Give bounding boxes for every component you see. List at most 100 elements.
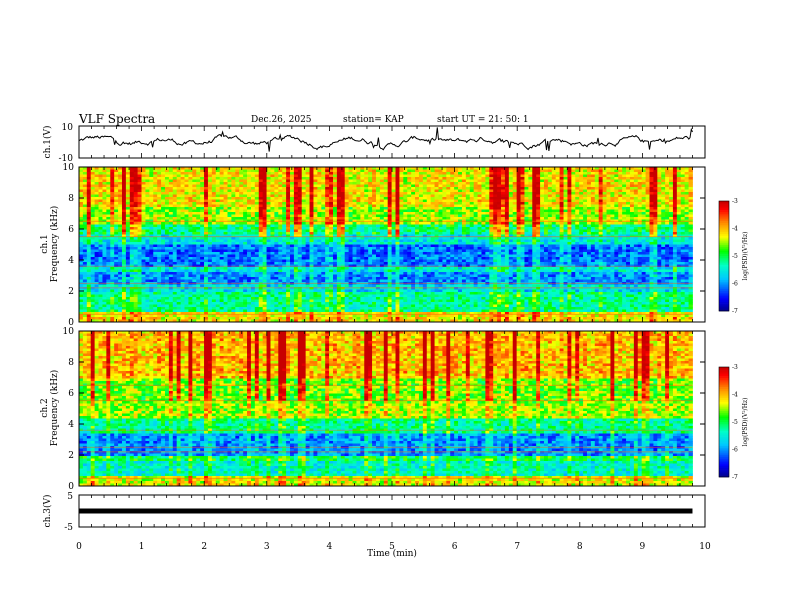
- spectrogram-cell: [469, 169, 475, 173]
- spectrogram-cell: [368, 232, 373, 235]
- spectrogram-cell: [469, 227, 475, 230]
- spectrogram-cell: [86, 204, 92, 208]
- spectrogram-cell: [297, 197, 303, 200]
- spectrogram-cell: [168, 234, 174, 238]
- spectrogram-cell: [286, 229, 291, 233]
- spectrogram-cell: [180, 234, 185, 238]
- spectrogram-cell: [493, 244, 498, 248]
- spectrogram-cell: [325, 169, 330, 173]
- spectrogram-cell: [407, 202, 412, 205]
- spectrogram-cell: [657, 179, 662, 183]
- spectrogram-cell: [602, 197, 607, 200]
- spectrogram-cell: [579, 202, 584, 205]
- spectrogram-cell: [676, 199, 682, 203]
- spectrogram-cell: [164, 244, 170, 248]
- spectrogram-cell: [184, 239, 189, 243]
- spectrogram-cell: [426, 174, 432, 178]
- spectrogram-cell: [618, 237, 623, 240]
- spectrogram-cell: [407, 207, 412, 210]
- spectrogram-cell: [473, 244, 478, 248]
- spectrogram-cell: [637, 242, 643, 245]
- spectrogram-cell: [669, 199, 674, 203]
- spectrogram-cell: [399, 244, 404, 248]
- spectrogram-cell: [223, 179, 228, 183]
- spectrogram-cell: [415, 187, 420, 190]
- spectrogram-cell: [481, 197, 486, 200]
- spectrogram-cell: [368, 184, 373, 188]
- spectrogram-cell: [504, 239, 510, 243]
- spectrogram-cell: [254, 194, 260, 198]
- spectrogram-cell: [321, 187, 326, 190]
- spectrogram-cell: [430, 199, 435, 203]
- spectrogram-cell: [266, 234, 271, 238]
- spectrogram-cell: [586, 212, 592, 215]
- spectrogram-cell: [86, 229, 92, 233]
- spectrogram-cell: [118, 187, 123, 190]
- spectrogram-cell: [145, 204, 150, 208]
- spectrogram-cell: [348, 179, 353, 183]
- spectrogram-cell: [586, 227, 592, 230]
- spectrogram-cell: [493, 232, 498, 235]
- spectrogram-cell: [512, 189, 518, 193]
- spectrogram-cell: [547, 234, 553, 238]
- spectrogram-cell: [372, 214, 377, 218]
- spectrogram-cell: [481, 169, 486, 173]
- spectrogram-cell: [403, 172, 408, 175]
- spectrogram-cell: [200, 239, 205, 243]
- spectrogram-cell: [231, 207, 236, 210]
- spectrogram-cell: [137, 214, 142, 218]
- spectrogram-cell: [282, 209, 287, 213]
- spectrogram-cell: [110, 179, 115, 183]
- spectrogram-cell: [372, 199, 377, 203]
- spectrogram-cell: [622, 187, 627, 190]
- spectrogram-cell: [375, 202, 381, 205]
- spectrogram-cell: [239, 204, 244, 208]
- spectrogram-cell: [86, 192, 92, 195]
- spectrogram-cell: [301, 174, 307, 178]
- spectrogram-cell: [493, 197, 498, 200]
- spectrogram-cell: [301, 234, 307, 238]
- spectrogram-cell: [442, 177, 447, 180]
- spectrogram-cell: [411, 207, 416, 210]
- spectrogram-cell: [278, 204, 283, 208]
- spectrogram-cell: [657, 229, 662, 233]
- spectrogram-cell: [520, 204, 525, 208]
- spectrogram-cell: [430, 222, 435, 225]
- spectrogram-cell: [411, 187, 416, 190]
- spectrogram-cell: [161, 184, 166, 188]
- spectrogram-cell: [379, 202, 385, 205]
- spectrogram-cell: [125, 187, 131, 190]
- spectrogram-cell: [352, 234, 357, 238]
- spectrogram-cell: [145, 194, 150, 198]
- spectrogram-cell: [555, 242, 561, 245]
- spectrogram-cell: [86, 187, 92, 190]
- spectrogram-cell: [415, 174, 420, 178]
- spectrogram-cell: [125, 237, 131, 240]
- spectrogram-cell: [547, 239, 553, 243]
- spectrogram-cell: [379, 177, 385, 180]
- spectrogram-cell: [579, 184, 584, 188]
- spectrogram-cell: [532, 169, 537, 173]
- spectrogram-cell: [215, 227, 221, 230]
- spectrogram-cell: [86, 179, 92, 183]
- spectrogram-cell: [583, 239, 588, 243]
- spectrogram-cell: [172, 209, 178, 213]
- spectrogram-cell: [395, 202, 400, 205]
- spectrogram-cell: [497, 232, 502, 235]
- spectrogram-cell: [121, 234, 127, 238]
- spectrogram-cell: [90, 244, 96, 248]
- spectrogram-cell: [645, 232, 650, 235]
- spectrogram-cell: [94, 209, 99, 213]
- spectrogram-cell: [512, 214, 518, 218]
- spectrogram-cell: [622, 204, 627, 208]
- spectrogram-cell: [497, 187, 502, 190]
- spectrogram-cell: [567, 199, 572, 203]
- spectrogram-cell: [168, 207, 174, 210]
- spectrogram-cell: [180, 222, 185, 225]
- spectrogram-cell: [82, 172, 88, 175]
- spectrogram-cell: [129, 227, 135, 230]
- spectrogram-cell: [551, 184, 557, 188]
- spectrogram-cell: [352, 229, 357, 233]
- spectrogram-cell: [555, 194, 561, 198]
- spectrogram-cell: [129, 179, 135, 183]
